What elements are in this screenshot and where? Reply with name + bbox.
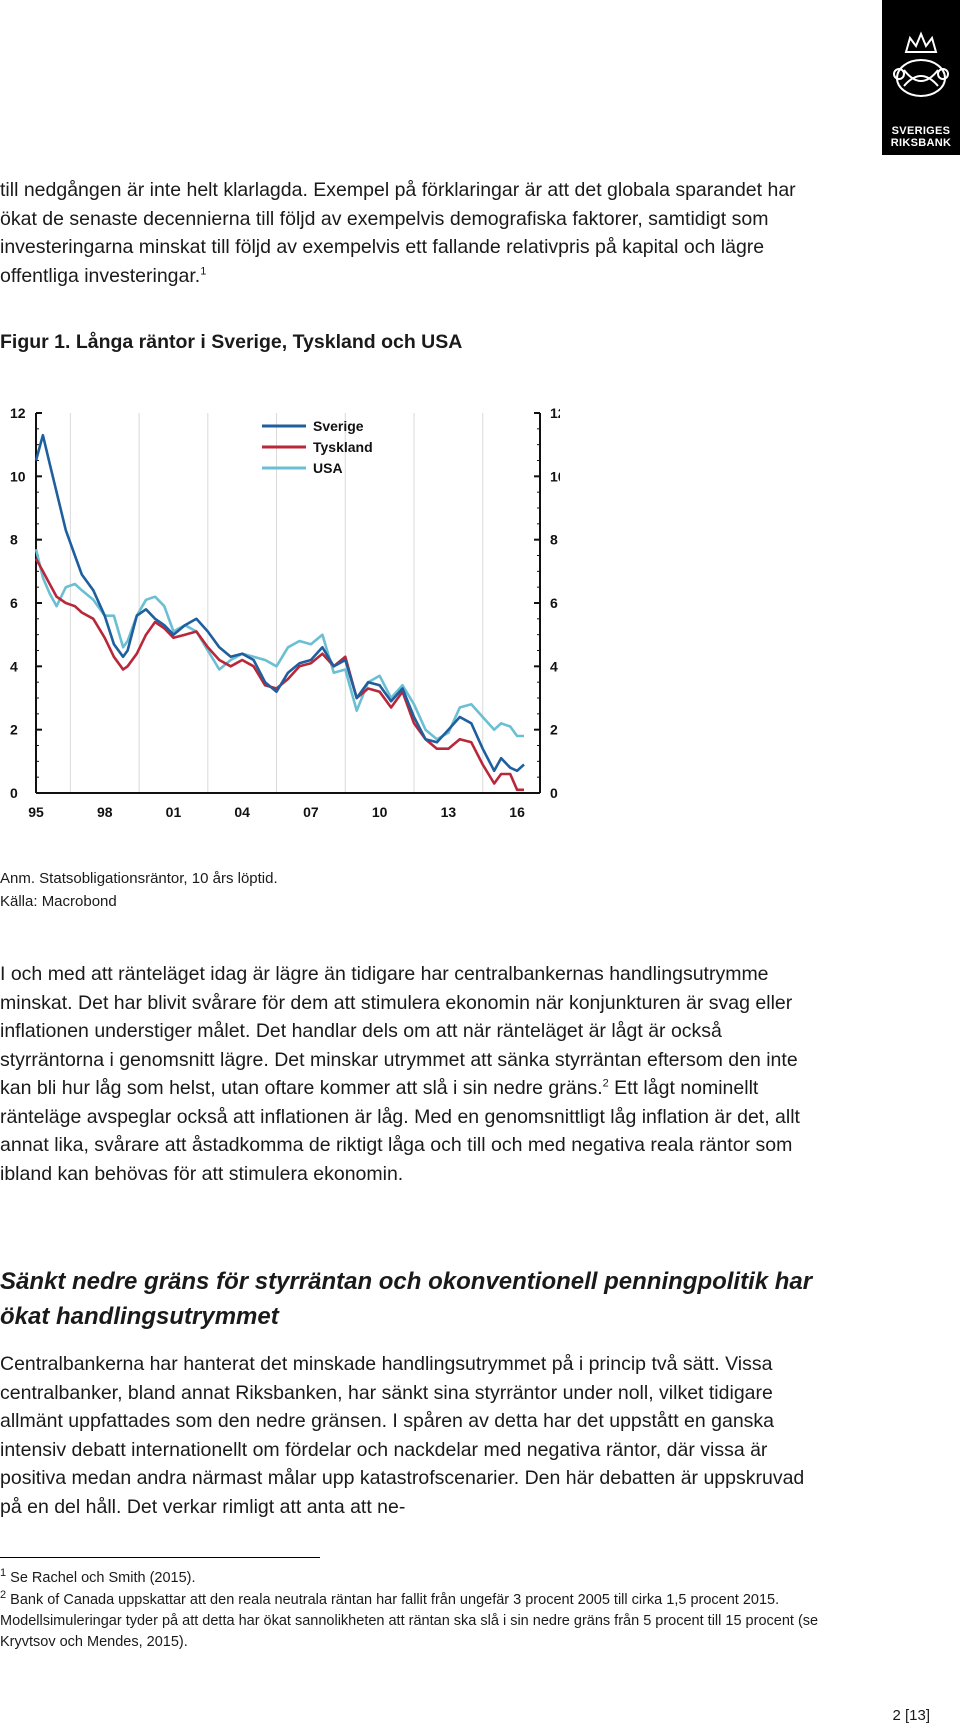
paragraph-main: I och med att ränteläget idag är lägre ä…	[0, 963, 800, 1185]
footnote-1: 1 Se Rachel och Smith (2015).	[0, 1567, 196, 1586]
y-tick-label-left: 12	[10, 405, 26, 421]
y-tick-label-right: 4	[550, 658, 558, 674]
legend-label: Tyskland	[313, 439, 373, 455]
section-heading: Sänkt nedre gräns för styrräntan och oko…	[0, 1268, 813, 1330]
y-tick-label-right: 10	[550, 468, 560, 484]
chart-source: Källa: Macrobond	[0, 893, 117, 910]
y-tick-label-right: 2	[550, 722, 558, 738]
chart-note: Anm. Statsobligationsräntor, 10 års löpt…	[0, 870, 278, 887]
y-tick-label-left: 4	[10, 658, 18, 674]
footnote-divider	[0, 1557, 320, 1558]
y-tick-label-left: 2	[10, 722, 18, 738]
chart-legend: Sverige Tyskland USA	[262, 418, 373, 476]
x-tick-label: 10	[372, 804, 388, 820]
paragraph-section: Centralbankerna har hanterat det minskad…	[0, 1353, 805, 1518]
x-tick-label: 04	[234, 804, 250, 820]
chart-series	[34, 433, 525, 792]
series-line-sverige	[34, 433, 525, 773]
x-tick-label: 16	[509, 804, 525, 820]
crown-emblem-icon	[893, 31, 949, 97]
y-tick-label-left: 8	[10, 532, 18, 548]
series-line-tyskland	[34, 558, 524, 792]
y-tick-label-right: 8	[550, 532, 558, 548]
page-number: 2 [13]	[892, 1707, 930, 1724]
legend-label: USA	[313, 460, 343, 476]
riksbank-logo: SVERIGES RIKSBANK	[882, 0, 960, 155]
chart-axes: 0 0 2 2 4 4 6 6 8 8 10 10 12 12 95 98 01 04 07 10 13 16	[10, 405, 560, 820]
paragraph-intro: till nedgången är inte helt klarlagda. E…	[0, 179, 796, 287]
chart-grid	[69, 413, 484, 793]
y-tick-label-left: 0	[10, 785, 18, 801]
y-tick-label-left: 6	[10, 595, 18, 611]
figure-title: Figur 1. Långa räntor i Sverige, Tysklan…	[0, 331, 463, 353]
y-tick-label-left: 10	[10, 468, 26, 484]
x-tick-label: 95	[28, 804, 44, 820]
footnote-ref-2[interactable]: 2	[602, 1077, 609, 1090]
x-tick-label: 98	[97, 804, 113, 820]
footnote-2: 2 Bank of Canada uppskattar att den real…	[0, 1589, 819, 1650]
y-tick-label-right: 0	[550, 785, 558, 801]
logo-text: SVERIGES RIKSBANK	[890, 125, 952, 149]
y-tick-label-right: 12	[550, 405, 560, 421]
x-tick-label: 07	[303, 804, 319, 820]
y-tick-label-right: 6	[550, 595, 558, 611]
x-tick-label: 13	[441, 804, 457, 820]
legend-label: Sverige	[313, 418, 364, 434]
x-tick-label: 01	[166, 804, 182, 820]
interest-rate-chart: 0 0 2 2 4 4 6 6 8 8 10 10 12 12 95 98 01 04 07 10 13 16 Sveri…	[10, 405, 560, 820]
footnote-ref-1[interactable]: 1	[200, 265, 207, 277]
